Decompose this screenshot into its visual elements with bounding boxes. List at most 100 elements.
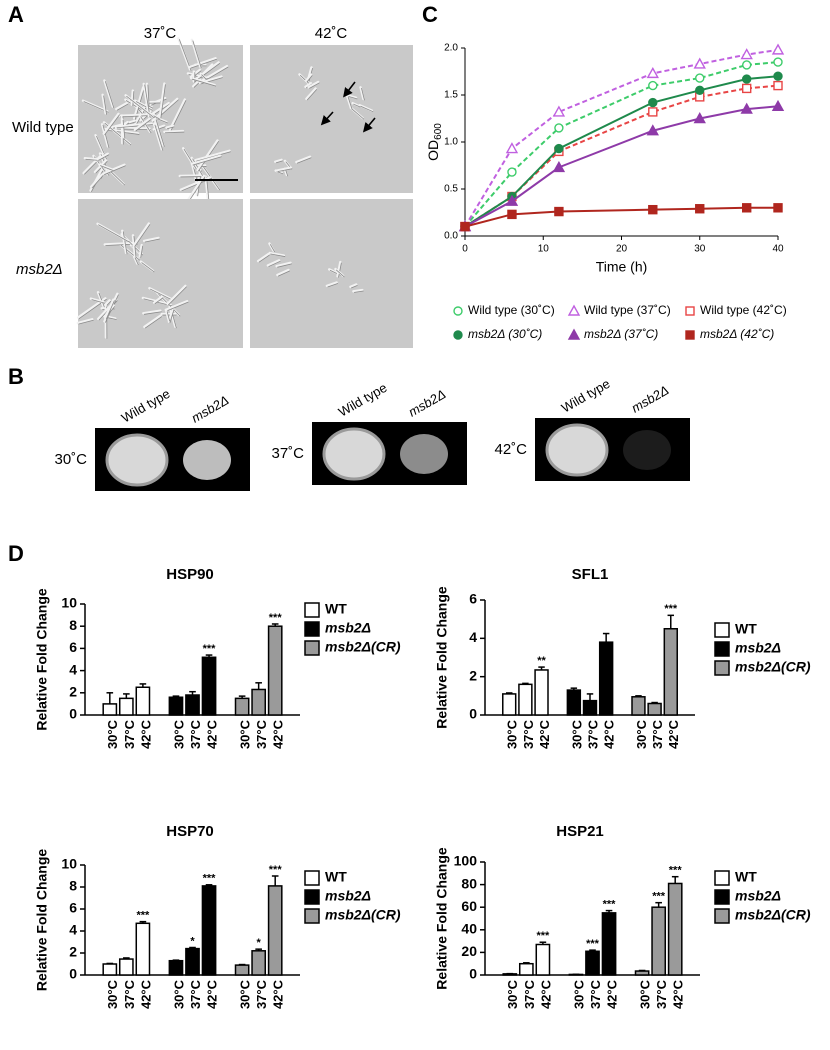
x-tick-label: 37°C bbox=[585, 719, 600, 749]
plate-temperature: 37˚C bbox=[271, 445, 304, 462]
legend-label: msb2Δ bbox=[735, 640, 781, 656]
cell-edge bbox=[141, 262, 155, 273]
x-tick-label: 30°C bbox=[171, 719, 186, 749]
marker bbox=[693, 57, 706, 69]
cell bbox=[145, 82, 150, 106]
arrow bbox=[343, 81, 356, 98]
x-tick-label: 30°C bbox=[569, 719, 584, 749]
legend-label: msb2Δ (42˚C) bbox=[700, 327, 774, 341]
micrograph bbox=[78, 199, 243, 348]
significance: *** bbox=[203, 643, 217, 655]
y-tick-label: 6 bbox=[469, 591, 477, 607]
legend-swatch bbox=[304, 621, 320, 637]
cell-edge bbox=[361, 87, 365, 101]
cell bbox=[142, 82, 151, 118]
legend-marker bbox=[685, 330, 695, 340]
y-tick-label: 20 bbox=[461, 943, 477, 959]
cell-edge bbox=[122, 119, 126, 139]
y-axis-label: Relative Fold Change bbox=[434, 847, 450, 990]
cell-edge bbox=[327, 283, 339, 288]
x-tick-label: 42°C bbox=[538, 979, 553, 1009]
significance: *** bbox=[536, 930, 550, 942]
cell bbox=[152, 122, 163, 151]
colony bbox=[105, 433, 169, 487]
bar bbox=[267, 625, 283, 716]
cell-edge bbox=[306, 75, 313, 83]
marker bbox=[505, 194, 519, 206]
cell bbox=[143, 314, 162, 329]
significance: *** bbox=[269, 612, 283, 624]
x-tick-label: 30°C bbox=[505, 719, 520, 749]
cell-edge bbox=[201, 74, 207, 80]
x-tick-label: 30 bbox=[694, 244, 706, 255]
cell bbox=[177, 37, 192, 71]
cell bbox=[349, 283, 358, 289]
bar bbox=[135, 686, 151, 716]
cell-edge bbox=[278, 270, 290, 277]
cell-edge bbox=[132, 91, 135, 107]
marker bbox=[773, 80, 783, 91]
cell bbox=[194, 149, 231, 162]
cell-edge bbox=[276, 171, 284, 175]
cell bbox=[345, 94, 353, 110]
legend-label: WT bbox=[735, 869, 757, 885]
cell bbox=[148, 286, 174, 301]
cell bbox=[153, 117, 165, 147]
y-tick-label: 4 bbox=[69, 661, 77, 677]
cell-edge bbox=[190, 58, 217, 69]
bar bbox=[663, 628, 678, 716]
cell-edge bbox=[134, 224, 151, 247]
cell-edge bbox=[306, 89, 317, 101]
cell bbox=[359, 86, 365, 101]
cell bbox=[138, 243, 143, 258]
cell-edge bbox=[169, 309, 175, 324]
y-axis-label: OD600 bbox=[425, 123, 444, 161]
cell bbox=[358, 104, 374, 112]
bar bbox=[168, 959, 184, 976]
bar bbox=[234, 697, 250, 716]
cell bbox=[101, 93, 107, 115]
x-tick-label: 37°C bbox=[122, 979, 137, 1009]
cell-edge bbox=[126, 95, 155, 118]
cell bbox=[132, 222, 151, 247]
cell-edge bbox=[192, 156, 222, 166]
strain-label: Wild type bbox=[119, 386, 173, 426]
legend-swatch bbox=[714, 622, 730, 638]
x-tick-label: 30°C bbox=[505, 979, 520, 1009]
x-tick-label: 30°C bbox=[105, 979, 120, 1009]
cell-edge bbox=[91, 175, 104, 189]
cell-edge bbox=[78, 319, 94, 325]
cell-edge bbox=[336, 269, 345, 278]
cell-edge bbox=[296, 157, 312, 164]
cell-edge bbox=[140, 116, 152, 134]
cell-edge bbox=[155, 119, 165, 147]
legend-swatch bbox=[714, 660, 730, 676]
bar bbox=[118, 697, 134, 716]
legend-marker bbox=[567, 328, 581, 340]
cell bbox=[104, 298, 115, 320]
y-tick-label: 2.0 bbox=[444, 43, 458, 54]
cell bbox=[189, 68, 202, 79]
colony bbox=[400, 434, 448, 474]
y-tick-label: 2 bbox=[469, 667, 477, 683]
legend-marker bbox=[567, 304, 581, 316]
y-tick-label: 6 bbox=[69, 639, 77, 655]
cell-edge bbox=[275, 160, 283, 164]
cell-edge bbox=[268, 260, 281, 267]
cell bbox=[89, 173, 104, 189]
marker bbox=[771, 43, 785, 55]
legend-label: msb2Δ bbox=[735, 888, 781, 904]
bar bbox=[251, 688, 267, 716]
y-axis-label-main: OD bbox=[425, 140, 441, 161]
cell-edge bbox=[100, 165, 115, 172]
cell bbox=[130, 89, 135, 106]
marker bbox=[773, 57, 783, 67]
plates: 30˚C Wild type msb2Δ 37˚C Wild type msb2Δ 42˚C… bbox=[54, 376, 690, 491]
cell bbox=[196, 139, 219, 172]
x-tick-label: 10 bbox=[538, 244, 550, 255]
bar bbox=[135, 922, 151, 976]
cell-edge bbox=[104, 165, 126, 175]
y-axis-label: Relative Fold Change bbox=[434, 586, 450, 729]
bar bbox=[234, 964, 250, 976]
y-tick-label: 0 bbox=[469, 966, 477, 982]
